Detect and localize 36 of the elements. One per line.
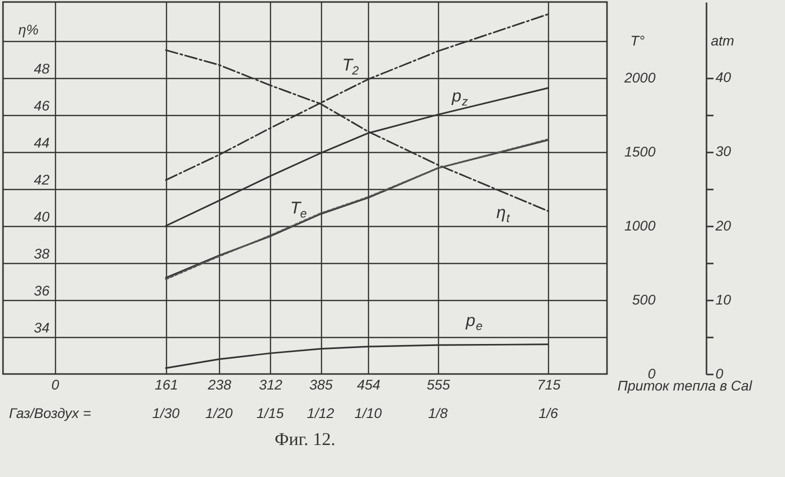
y3-tick-label: 30 — [716, 143, 732, 160]
text: 1/8 — [428, 405, 448, 421]
y2-tick-label: 1000 — [624, 217, 656, 234]
y3-axis-title: atm — [710, 32, 735, 48]
text: 1/6 — [538, 405, 558, 421]
y-tick-label: 34 — [34, 319, 50, 336]
x-tick-label: 161 — [154, 376, 178, 392]
y-tick-label: 44 — [34, 134, 50, 150]
text: 1/30 — [152, 405, 180, 421]
text: Фиг. 12. — [274, 429, 336, 449]
text: 1/15 — [256, 405, 284, 421]
text: 1/12 — [306, 405, 334, 421]
y2-tick-label: 2000 — [623, 69, 656, 86]
text: Газ/Воздух = — [9, 405, 91, 421]
x-tick-label: 555 — [426, 376, 450, 392]
y3-tick-label: 10 — [716, 291, 732, 308]
text: 1/10 — [354, 405, 382, 421]
x-tick-label: 312 — [258, 376, 283, 392]
y2-tick-label: 1500 — [624, 143, 656, 160]
x-tick-label: 238 — [206, 376, 232, 392]
x-tick-label: 385 — [309, 376, 333, 392]
y-tick-label: 36 — [34, 282, 50, 298]
y-tick-label: 42 — [34, 171, 50, 188]
y-tick-label: 48 — [34, 60, 50, 76]
x-tick-label: 715 — [537, 376, 561, 392]
x-tick-label: 454 — [356, 376, 381, 392]
y-tick-label: 40 — [34, 208, 50, 224]
text: 1/20 — [205, 405, 233, 421]
y3-tick-label: 20 — [714, 217, 732, 234]
y-tick-label: 46 — [34, 97, 50, 114]
y-axis-title: η% — [18, 22, 39, 38]
y2-axis-title: T° — [630, 32, 645, 48]
y2-tick-label: 500 — [632, 291, 656, 308]
y-tick-label: 38 — [34, 245, 50, 262]
y3-tick-label: 40 — [716, 69, 732, 86]
x-tick-label: 0 — [51, 376, 60, 392]
